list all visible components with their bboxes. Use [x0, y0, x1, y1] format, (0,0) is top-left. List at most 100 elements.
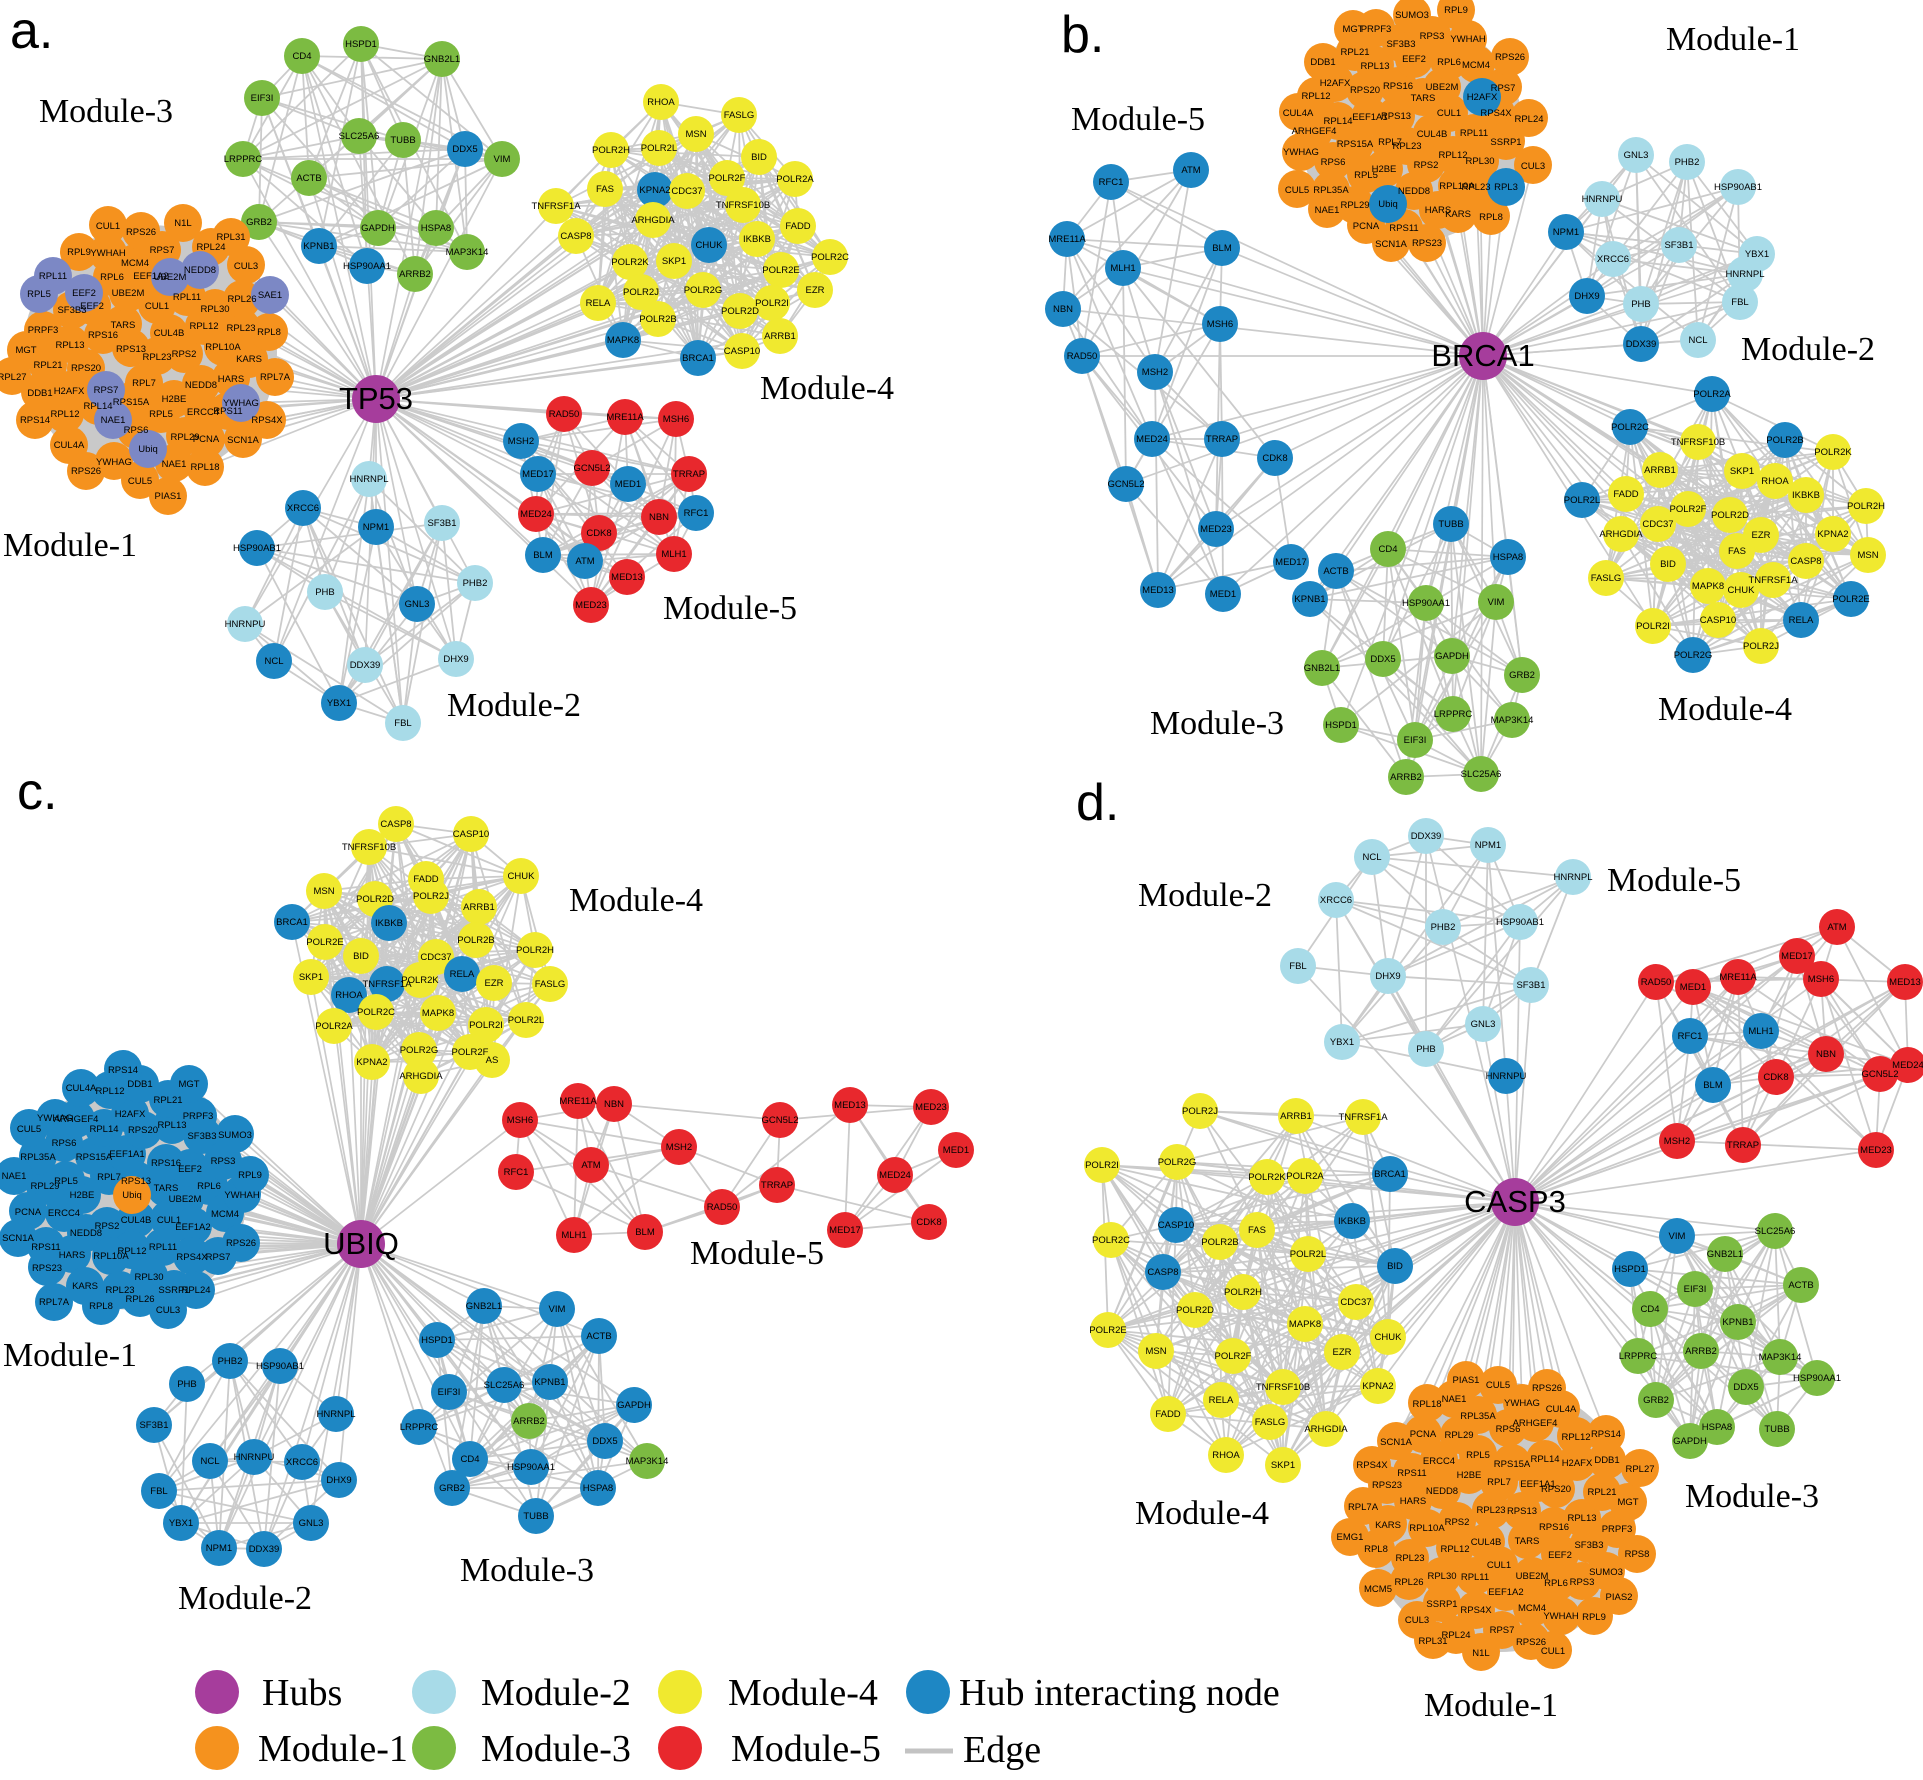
svg-text:CUL1: CUL1 — [1487, 1560, 1511, 1571]
svg-text:UBE2M: UBE2M — [169, 1194, 202, 1205]
svg-text:SCN1A: SCN1A — [227, 435, 259, 446]
svg-text:RPS4X: RPS4X — [176, 1252, 208, 1263]
svg-text:Module-5: Module-5 — [731, 1728, 881, 1770]
svg-text:MED13: MED13 — [611, 572, 643, 583]
svg-text:NEDD8: NEDD8 — [184, 265, 216, 276]
svg-text:MSH2: MSH2 — [666, 1142, 692, 1153]
svg-text:CASP10: CASP10 — [453, 829, 489, 840]
svg-text:RPL5: RPL5 — [1354, 170, 1378, 181]
svg-text:DDB1: DDB1 — [1594, 1455, 1619, 1466]
svg-text:NEDD8: NEDD8 — [1398, 186, 1430, 197]
svg-text:CD4: CD4 — [460, 1454, 479, 1465]
svg-text:RPL10A: RPL10A — [1439, 181, 1475, 192]
svg-text:RFC1: RFC1 — [1678, 1031, 1703, 1042]
svg-text:PHB: PHB — [315, 587, 335, 598]
svg-text:POLR2H: POLR2H — [1847, 501, 1885, 512]
svg-text:TRRAP: TRRAP — [673, 469, 705, 480]
svg-text:RPL21: RPL21 — [1587, 1487, 1616, 1498]
svg-text:DDB1: DDB1 — [1310, 57, 1335, 68]
svg-text:CUL3: CUL3 — [234, 261, 258, 272]
svg-text:RPS14: RPS14 — [1591, 1429, 1621, 1440]
svg-text:CASP8: CASP8 — [380, 819, 411, 830]
svg-text:TARS: TARS — [111, 320, 136, 331]
svg-text:Hub interacting node: Hub interacting node — [959, 1672, 1280, 1714]
svg-text:YBX1: YBX1 — [169, 1518, 193, 1529]
svg-text:RAD50: RAD50 — [1641, 977, 1672, 988]
svg-text:MCM5: MCM5 — [1364, 1584, 1392, 1595]
svg-text:TARS: TARS — [154, 1183, 179, 1194]
svg-text:RPL12: RPL12 — [117, 1246, 146, 1257]
svg-text:RPL8: RPL8 — [1364, 1544, 1388, 1555]
svg-text:SSRP1: SSRP1 — [158, 1285, 189, 1296]
svg-text:EEF1A2: EEF1A2 — [175, 1222, 210, 1233]
svg-text:UBE2M: UBE2M — [112, 288, 145, 299]
svg-text:EIF3I: EIF3I — [251, 93, 274, 104]
svg-text:MAP3K14: MAP3K14 — [1491, 715, 1534, 726]
svg-text:CUL1: CUL1 — [96, 221, 120, 232]
svg-text:MAP3K14: MAP3K14 — [626, 1456, 669, 1467]
svg-text:YWHAG: YWHAG — [1504, 1398, 1540, 1409]
svg-text:MED17: MED17 — [829, 1225, 861, 1236]
svg-text:RPS15A: RPS15A — [76, 1152, 113, 1163]
svg-text:Module-3: Module-3 — [39, 93, 173, 130]
svg-text:RHOA: RHOA — [1212, 1450, 1240, 1461]
svg-text:RPL18: RPL18 — [190, 462, 219, 473]
svg-text:CDK8: CDK8 — [1262, 453, 1287, 464]
svg-text:GNL3: GNL3 — [1624, 150, 1649, 161]
svg-text:TNFRSF1A: TNFRSF1A — [531, 201, 581, 212]
svg-text:DDB1: DDB1 — [27, 388, 52, 399]
svg-text:RPS2: RPS2 — [95, 1221, 120, 1232]
svg-text:MED23: MED23 — [575, 600, 607, 611]
svg-text:BRCA1: BRCA1 — [682, 353, 714, 364]
svg-text:XRCC6: XRCC6 — [1597, 254, 1629, 265]
svg-text:RPL5: RPL5 — [149, 409, 173, 420]
svg-text:CUL4A: CUL4A — [1283, 108, 1314, 119]
svg-text:RPS4X: RPS4X — [1356, 1460, 1388, 1471]
svg-text:CASP10: CASP10 — [1700, 615, 1736, 626]
svg-text:MCM4: MCM4 — [121, 258, 149, 269]
svg-text:RPL21: RPL21 — [1340, 47, 1369, 58]
svg-text:CUL3: CUL3 — [1405, 1615, 1429, 1626]
svg-text:POLR2B: POLR2B — [457, 935, 495, 946]
svg-text:RPL13: RPL13 — [1360, 61, 1389, 72]
svg-text:HSPD1: HSPD1 — [421, 1335, 453, 1346]
svg-text:GRB2: GRB2 — [246, 217, 272, 228]
svg-text:HSP90AA1: HSP90AA1 — [1402, 598, 1450, 609]
svg-text:UBIQ: UBIQ — [323, 1226, 399, 1261]
svg-text:CUL1: CUL1 — [157, 1215, 181, 1226]
svg-text:RPS4X: RPS4X — [1460, 1605, 1492, 1616]
svg-text:IKBKB: IKBKB — [1792, 490, 1820, 501]
svg-text:YBX1: YBX1 — [327, 698, 351, 709]
svg-text:LRPPRC: LRPPRC — [400, 1422, 439, 1433]
svg-text:RPS6: RPS6 — [124, 425, 149, 436]
svg-text:SUMO3: SUMO3 — [1395, 10, 1429, 21]
svg-text:POLR2H: POLR2H — [516, 945, 554, 956]
svg-text:POLR2L: POLR2L — [508, 1015, 544, 1026]
svg-text:DDX5: DDX5 — [1370, 654, 1395, 665]
svg-text:CHUK: CHUK — [1375, 1332, 1403, 1343]
svg-text:TARS: TARS — [1515, 1536, 1540, 1547]
svg-text:FAS: FAS — [1728, 546, 1746, 557]
svg-text:KPNB1: KPNB1 — [303, 241, 334, 252]
svg-text:SF3B1: SF3B1 — [139, 1420, 168, 1431]
svg-text:HARS: HARS — [218, 374, 244, 385]
svg-text:TNFRSF1A: TNFRSF1A — [1338, 1112, 1388, 1123]
svg-text:GNB2L1: GNB2L1 — [1707, 1249, 1743, 1260]
svg-text:RPL7A: RPL7A — [39, 1297, 70, 1308]
svg-text:RPS16: RPS16 — [88, 330, 118, 341]
svg-text:DDX5: DDX5 — [452, 144, 477, 155]
svg-text:TARS: TARS — [1411, 93, 1436, 104]
svg-text:N1L: N1L — [1472, 1648, 1489, 1659]
svg-text:HNRNPL: HNRNPL — [316, 1409, 355, 1420]
svg-text:VIM: VIM — [494, 154, 511, 165]
svg-text:Module-5: Module-5 — [1607, 862, 1741, 899]
svg-text:SAE1: SAE1 — [258, 290, 282, 301]
svg-text:FADD: FADD — [1613, 489, 1638, 500]
svg-text:Edge: Edge — [963, 1729, 1041, 1771]
svg-text:RPS7: RPS7 — [1490, 1625, 1515, 1636]
svg-text:SUMO3: SUMO3 — [218, 1130, 252, 1141]
svg-text:VIM: VIM — [1488, 597, 1505, 608]
svg-text:HSP90AB1: HSP90AB1 — [256, 1361, 304, 1372]
svg-text:ARHGDIA: ARHGDIA — [1304, 1424, 1348, 1435]
svg-text:HSPD1: HSPD1 — [1325, 720, 1357, 731]
